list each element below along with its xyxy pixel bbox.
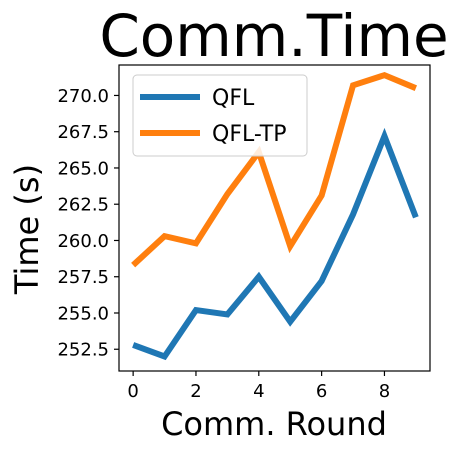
- y-tick-label: 252.5: [57, 340, 109, 361]
- legend: QFL QFL-TP: [132, 74, 308, 157]
- x-tick-label: 2: [190, 381, 201, 402]
- legend-label: QFL: [212, 86, 255, 111]
- y-tick-label: 260.0: [57, 231, 109, 252]
- chart-title: Comm.Time: [99, 2, 448, 70]
- y-tick-label: 265.0: [57, 158, 109, 179]
- y-tick-label: 270.0: [57, 86, 109, 107]
- y-tick-label: 255.0: [57, 303, 109, 324]
- legend-label: QFL-TP: [212, 122, 286, 147]
- y-tick-label: 257.5: [57, 267, 109, 288]
- axes-frame: [118, 64, 431, 372]
- x-axis-label: Comm. Round: [161, 405, 387, 443]
- y-tick-label: 267.5: [57, 122, 109, 143]
- x-tick-label: 0: [127, 381, 138, 402]
- series-line-qfl: [132, 127, 419, 361]
- y-tick-label: 262.5: [57, 195, 109, 216]
- x-tick-label: 6: [316, 381, 327, 402]
- plot-area: [131, 71, 419, 361]
- x-tick-label: 8: [379, 381, 390, 402]
- axes: 0 2 4 6 8 252.5 255.0 257.5 260.0 262.5 265.0 267.5…: [57, 64, 431, 402]
- series-line-qfl-tp: [131, 71, 418, 268]
- x-tick-label: 4: [253, 381, 264, 402]
- y-axis-label: Time (s): [8, 164, 46, 295]
